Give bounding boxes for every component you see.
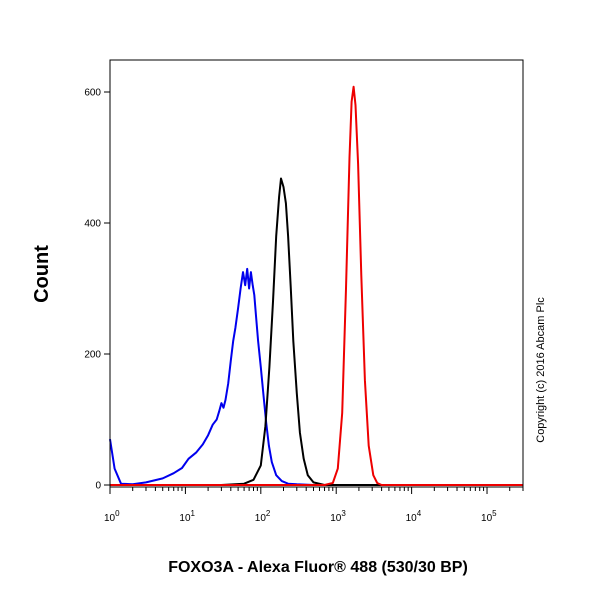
series-layer <box>109 85 523 486</box>
x-axis-title: FOXO3A - Alexa Fluor® 488 (530/30 BP) <box>168 559 468 576</box>
y-tick-label: 0 <box>95 481 101 492</box>
plot-frame <box>109 59 524 488</box>
x-tick-label: 103 <box>330 509 346 524</box>
x-tick-label: 101 <box>179 509 195 524</box>
y-tick-label: 400 <box>84 219 101 230</box>
x-tick-label: 104 <box>406 509 422 524</box>
copyright-annotation: Copyright (c) 2016 Abcam Plc <box>535 297 547 443</box>
x-tick-label: 102 <box>255 509 271 524</box>
x-tick-label: 100 <box>104 509 120 524</box>
series-line-3 <box>110 85 523 486</box>
series-line-2 <box>221 177 523 486</box>
x-tick-label: 105 <box>481 509 497 524</box>
series-line-1 <box>109 267 523 486</box>
y-axis-ticks: 0 200 400 600 <box>84 88 110 492</box>
y-axis-title: Count <box>31 245 53 303</box>
y-tick-label: 600 <box>84 88 101 99</box>
y-tick-label: 200 <box>84 350 101 361</box>
x-axis-ticks: 100 101 102 103 104 105 <box>104 487 524 524</box>
